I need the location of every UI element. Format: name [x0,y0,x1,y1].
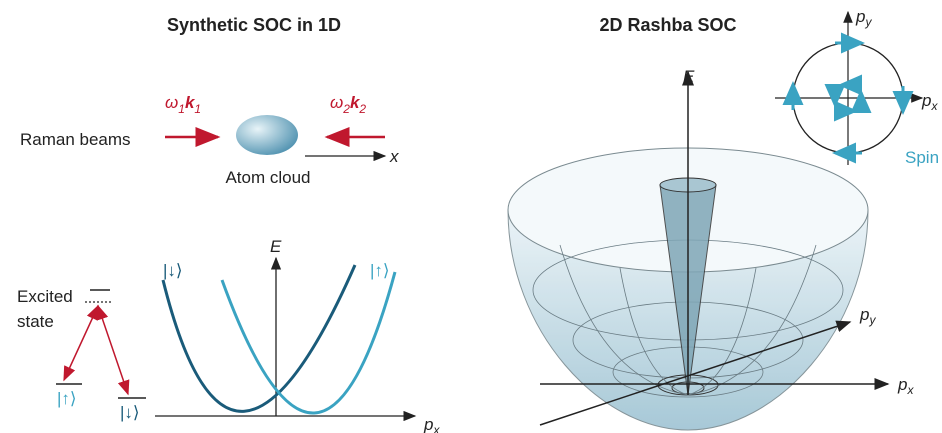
excited-label: Excited [17,287,73,306]
title: Synthetic SOC in 1D [167,15,341,35]
raman-label: Raman beams [20,130,131,149]
state-label: |↓⟩ [120,403,140,422]
p: p [859,305,869,324]
p: p [423,415,433,433]
curve-label: |↑⟩ [370,261,390,280]
axis-label: x [389,147,399,166]
figure: Synthetic SOC in 1D Raman beams ω1k1 ω2k… [0,0,942,433]
sub: 1 [194,102,201,116]
axis-label: px [897,375,914,397]
sub: 2 [358,102,366,116]
axis-label: E [270,237,282,256]
inset-label: py [855,7,872,29]
state-label: |↑⟩ [57,389,77,408]
spin-label: Spin [905,148,939,167]
omega: ω [330,93,343,112]
title: 2D Rashba SOC [599,15,736,35]
p: p [855,7,865,26]
sub: y [864,15,872,29]
axis-label: px [423,415,440,433]
band-down [163,265,355,411]
axis-label: py [859,305,876,327]
sub: x [906,383,914,397]
sub: y [868,313,876,327]
sub: x [432,423,440,433]
p: p [897,375,907,394]
atom-cloud [236,115,298,155]
transition [64,306,98,380]
band-up [222,272,395,413]
axis-label: E [683,67,695,86]
beam-label: ω2k2 [330,93,366,116]
omega: ω [165,93,178,112]
cloud-label: Atom cloud [225,168,310,187]
excited-label: state [17,312,54,331]
p: p [921,91,931,110]
transition [98,306,128,394]
sub: 1 [178,102,185,116]
beam-label: ω1k1 [165,93,201,116]
inset-label: px [921,91,938,113]
sub: x [930,99,938,113]
curve-label: |↓⟩ [163,261,183,280]
